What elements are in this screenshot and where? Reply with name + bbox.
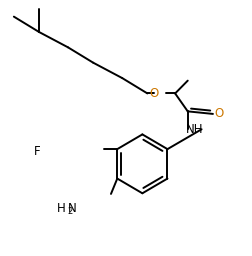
Text: F: F bbox=[34, 145, 41, 158]
Text: O: O bbox=[150, 87, 159, 100]
Text: H: H bbox=[57, 202, 66, 215]
Text: 2: 2 bbox=[68, 207, 73, 217]
Text: O: O bbox=[214, 108, 223, 120]
Text: N: N bbox=[68, 202, 77, 215]
Text: NH: NH bbox=[186, 123, 203, 136]
